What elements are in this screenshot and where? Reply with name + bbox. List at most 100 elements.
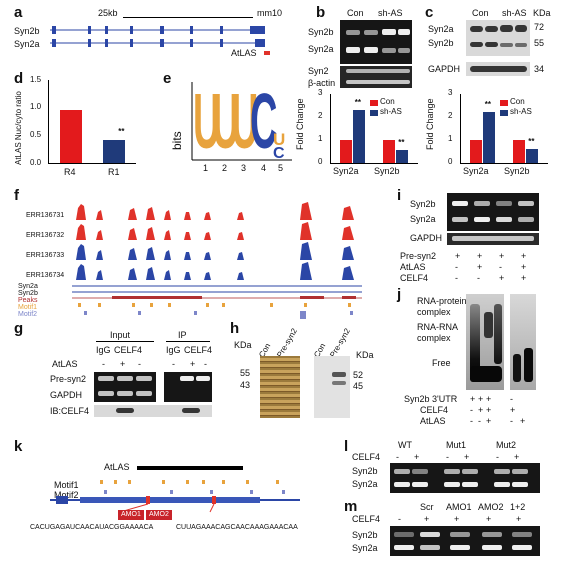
gel-l [390, 463, 540, 493]
bar-syn2a-sh-as [352, 110, 365, 163]
emsa-gel-right [510, 294, 536, 390]
coverage-tracks [72, 202, 362, 319]
xcat-d-1: R1 [108, 167, 120, 177]
anno-motif1: Motif1 [18, 304, 38, 311]
gel-m [390, 526, 540, 556]
row-actin-b: β-actin [308, 78, 336, 88]
gel-b-top [340, 20, 412, 64]
chart-b: 0 1 2 3 ** ** Con sh-AS [318, 88, 418, 166]
chart-d: 0.0 0.5 1.0 1.5 ** [28, 75, 138, 167]
mm10-label: mm10 [257, 8, 283, 18]
bar-syn2a-sh-as [482, 112, 495, 163]
atlas-bar-k [137, 466, 243, 470]
significance-mark: ** [118, 126, 125, 136]
lane-amo1: AMO1 [446, 502, 472, 512]
xcat-b-1: Syn2b [374, 166, 400, 176]
legend-sh-c: sh-AS [510, 107, 532, 116]
xcat-c-1: Syn2b [504, 166, 530, 176]
gel-b-bottom [340, 66, 412, 88]
lane-scr: Scr [420, 502, 434, 512]
sign-g-0: - [102, 359, 105, 369]
panel-g-label: g [14, 320, 24, 337]
blot-c-gapdh [466, 62, 530, 76]
lane-mut1: Mut1 [446, 440, 467, 450]
panel-h-label: h [230, 320, 240, 337]
western-h [314, 356, 350, 418]
sub-igg-1: IgG [96, 345, 111, 355]
row-syn2b-b: Syn2b [308, 27, 334, 37]
anno-syn2b: Syn2b [18, 290, 38, 297]
ytick-c-1: 1 [448, 134, 453, 143]
chart-c: 0 1 2 3 ** ** Con sh-AS [448, 88, 548, 166]
gel-i [447, 193, 539, 231]
sign-g-4: + [190, 359, 196, 369]
pos-5: 5 [278, 163, 284, 173]
marker-h-43: 43 [240, 380, 251, 390]
panel-e-label: e [163, 70, 172, 87]
motif1-label-k: Motif1 [54, 480, 79, 490]
lane-sh-c: sh-AS [502, 8, 527, 18]
xcat-b-0: Syn2a [333, 166, 359, 176]
legend-con-b: Con [380, 97, 395, 106]
bar-r4 [59, 110, 82, 163]
emsa-gel-left [466, 294, 504, 390]
marker-55: 55 [534, 38, 545, 48]
lane-h-pre1: Pre-syn2 [275, 326, 300, 359]
cond-celf4-m: CELF4 [352, 514, 381, 524]
blot-c-top [466, 20, 530, 56]
legend-con-c: Con [510, 97, 525, 106]
lane-wt: WT [398, 440, 412, 450]
blot-g-celf4 [94, 405, 212, 417]
lane-amo2: AMO2 [478, 502, 504, 512]
ytick-b-3: 3 [318, 88, 323, 97]
sequence-logo [191, 82, 292, 161]
logo-u1: U [193, 80, 220, 167]
row-syn2-b: Syn2 [308, 66, 329, 76]
kda-h-left: KDa [234, 340, 252, 350]
bar-r1 [103, 139, 126, 163]
panel-b-label: b [316, 4, 326, 21]
pos-2: 2 [222, 163, 228, 173]
kda-h-right: KDa [356, 350, 374, 360]
row-gapdh-c: GAPDH [428, 64, 461, 74]
significance-mark: ** [528, 137, 535, 147]
sequence-1: CACUGAGAUCAACAUACGGAAAACA [30, 524, 154, 531]
ytick-c-2: 2 [448, 111, 453, 120]
logo-u3: U [231, 80, 259, 167]
label-free: Free [432, 358, 451, 368]
atlas-label-a: AtLAS [231, 48, 257, 58]
row-syn2b-c: Syn2b [428, 38, 454, 48]
row-syn2b-m: Syn2b [352, 530, 378, 540]
panel-m-label: m [344, 498, 358, 515]
bar-syn2a-con [469, 140, 482, 163]
label-rnarna: RNA-RNA complex [417, 322, 458, 343]
row-syn2a-c: Syn2a [428, 24, 454, 34]
anno-peaks: Peaks [18, 297, 38, 304]
panel-f-label: f [14, 187, 19, 204]
anno-motif2: Motif2 [18, 311, 38, 318]
lane-con-c: Con [472, 8, 489, 18]
gene-model-k [50, 480, 300, 513]
panel-j-label: j [397, 286, 402, 303]
logo-u5: U [273, 130, 286, 149]
silver-stain-gel [260, 356, 300, 418]
track-f-4: ERR136734 [26, 272, 65, 279]
panel-d-label: d [14, 70, 24, 87]
track-f-1: ERR136731 [26, 212, 65, 219]
amo2-label: AMO2 [149, 511, 169, 518]
panel-l-label: l [344, 438, 349, 455]
cond-celf4-j: CELF4 [420, 405, 449, 415]
row-syn2b-i: Syn2b [410, 199, 436, 209]
cond-presyn2-i: Pre-syn2 [400, 251, 437, 261]
row-gapdh-i: GAPDH [410, 233, 443, 243]
pos-1: 1 [203, 163, 209, 173]
xcat-c-0: Syn2a [463, 166, 489, 176]
ytick-d-0: 0.0 [30, 158, 42, 167]
row-syn2a-l: Syn2a [352, 479, 378, 489]
row-ib-g: IB:CELF4 [50, 406, 90, 416]
marker-72: 72 [534, 22, 545, 32]
ytick-d-3: 1.5 [30, 75, 42, 84]
pos-4: 4 [261, 163, 267, 173]
cond-atlas-i: AtLAS [400, 262, 426, 272]
cond-celf4-l: CELF4 [352, 452, 381, 462]
